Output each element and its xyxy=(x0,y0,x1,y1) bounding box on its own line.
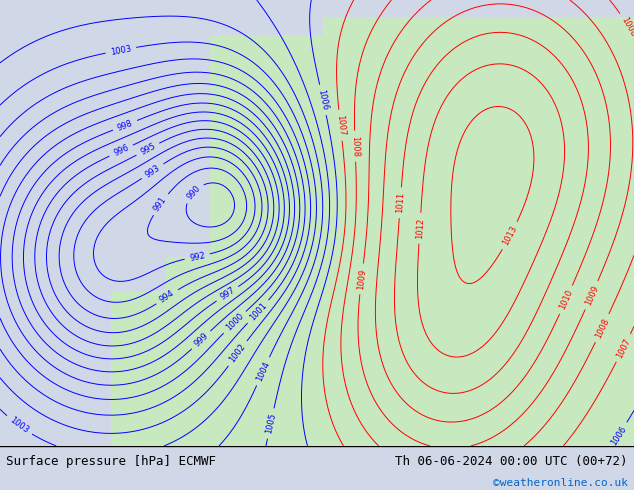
Text: 996: 996 xyxy=(112,143,130,158)
Text: 1011: 1011 xyxy=(395,192,406,214)
Text: 1013: 1013 xyxy=(501,224,519,247)
Text: 1000: 1000 xyxy=(224,312,245,333)
Text: 1008: 1008 xyxy=(619,16,634,38)
Text: 1008: 1008 xyxy=(350,135,360,157)
Text: 1001: 1001 xyxy=(248,301,269,322)
Text: Th 06-06-2024 00:00 UTC (00+72): Th 06-06-2024 00:00 UTC (00+72) xyxy=(395,455,628,468)
Text: 1006: 1006 xyxy=(609,424,628,447)
Text: 1008: 1008 xyxy=(593,317,611,340)
Text: 1007: 1007 xyxy=(614,337,632,359)
Text: 1009: 1009 xyxy=(356,268,367,290)
Text: 1002: 1002 xyxy=(228,343,247,365)
Text: 1012: 1012 xyxy=(415,218,425,239)
Text: 1009: 1009 xyxy=(583,284,600,307)
Text: 990: 990 xyxy=(185,184,202,201)
Text: 1006: 1006 xyxy=(316,89,330,111)
Text: 998: 998 xyxy=(116,118,134,132)
Text: 995: 995 xyxy=(139,142,157,157)
Text: 1007: 1007 xyxy=(335,114,346,136)
Text: 999: 999 xyxy=(192,331,210,349)
Text: 1005: 1005 xyxy=(264,412,277,435)
Text: ©weatheronline.co.uk: ©weatheronline.co.uk xyxy=(493,478,628,489)
Text: 1010: 1010 xyxy=(558,288,574,311)
Text: 1003: 1003 xyxy=(110,44,132,56)
Text: 1004: 1004 xyxy=(255,360,271,383)
Text: 994: 994 xyxy=(158,289,176,305)
Text: 1003: 1003 xyxy=(8,416,30,435)
Text: 997: 997 xyxy=(218,286,236,302)
Text: 993: 993 xyxy=(143,163,162,179)
Text: Surface pressure [hPa] ECMWF: Surface pressure [hPa] ECMWF xyxy=(6,455,216,468)
Text: 992: 992 xyxy=(189,250,206,263)
Text: 991: 991 xyxy=(152,196,169,213)
